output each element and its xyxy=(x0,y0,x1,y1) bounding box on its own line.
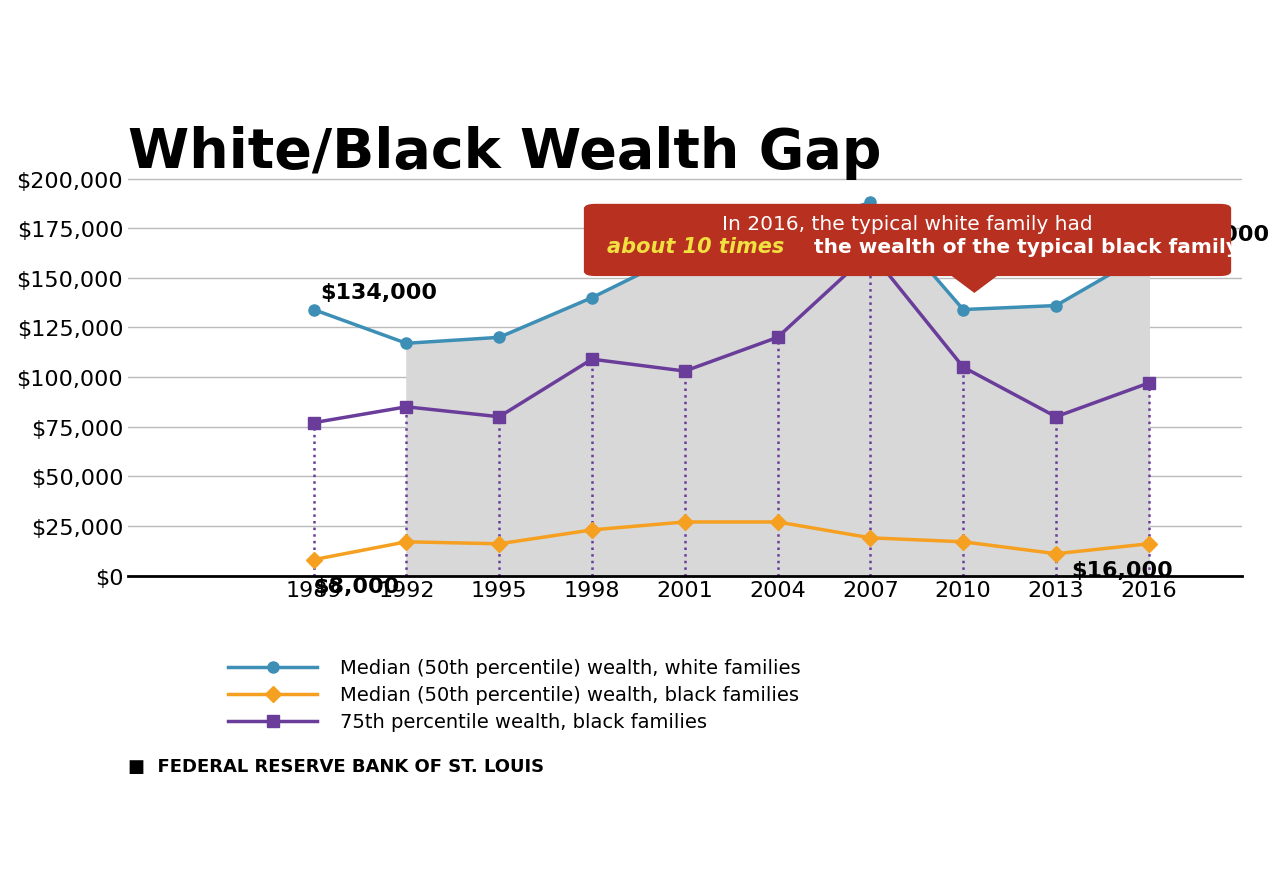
Text: $8,000: $8,000 xyxy=(314,576,399,596)
Text: $163,000: $163,000 xyxy=(1152,225,1268,245)
Text: the wealth of the typical black family.: the wealth of the typical black family. xyxy=(808,237,1245,256)
Text: $134,000: $134,000 xyxy=(320,283,436,302)
FancyBboxPatch shape xyxy=(585,206,1230,276)
Text: Median (50th percentile) wealth, white families: Median (50th percentile) wealth, white f… xyxy=(339,658,800,677)
Text: about 10 times: about 10 times xyxy=(607,237,785,257)
Polygon shape xyxy=(946,272,1002,292)
Text: 75th percentile wealth, black families: 75th percentile wealth, black families xyxy=(339,712,707,731)
Text: Median (50th percentile) wealth, black families: Median (50th percentile) wealth, black f… xyxy=(339,685,799,704)
Text: White/Black Wealth Gap: White/Black Wealth Gap xyxy=(128,126,882,180)
Text: $16,000: $16,000 xyxy=(1071,560,1174,580)
Text: ■  FEDERAL RESERVE BANK OF ST. LOUIS: ■ FEDERAL RESERVE BANK OF ST. LOUIS xyxy=(128,757,544,775)
Text: In 2016, the typical white family had: In 2016, the typical white family had xyxy=(722,214,1093,234)
